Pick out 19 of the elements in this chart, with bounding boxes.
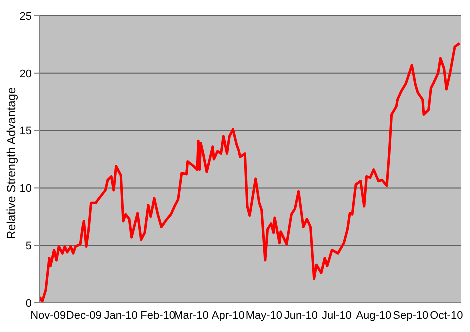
x-tick-label: Feb-10 xyxy=(140,310,176,322)
y-tick-label: 5 xyxy=(26,240,32,253)
y-tick-label: 15 xyxy=(20,126,32,138)
y-axis-title: Relative Strength Advantage xyxy=(4,87,18,240)
x-tick-label: Dec-09 xyxy=(66,310,102,322)
x-tick-label: Aug-10 xyxy=(356,310,392,322)
y-tick-label: 10 xyxy=(20,183,32,196)
x-tick-label: Mar-10 xyxy=(174,310,209,322)
x-tick-label: Jan-10 xyxy=(104,310,138,322)
x-tick-label: Jun-10 xyxy=(284,310,318,322)
x-tick-label: Apr-10 xyxy=(212,310,245,322)
y-tick-label: 25 xyxy=(20,10,32,23)
y-tick-label: 0 xyxy=(26,298,32,310)
y-tick-label: 20 xyxy=(20,68,32,80)
x-tick-label: Sep-10 xyxy=(393,310,429,322)
x-tick-label: Jul-10 xyxy=(322,310,352,322)
x-tick-label: May-10 xyxy=(246,310,283,322)
x-tick-label: Oct-10 xyxy=(430,310,464,322)
x-tick-label: Nov-09 xyxy=(30,310,66,322)
